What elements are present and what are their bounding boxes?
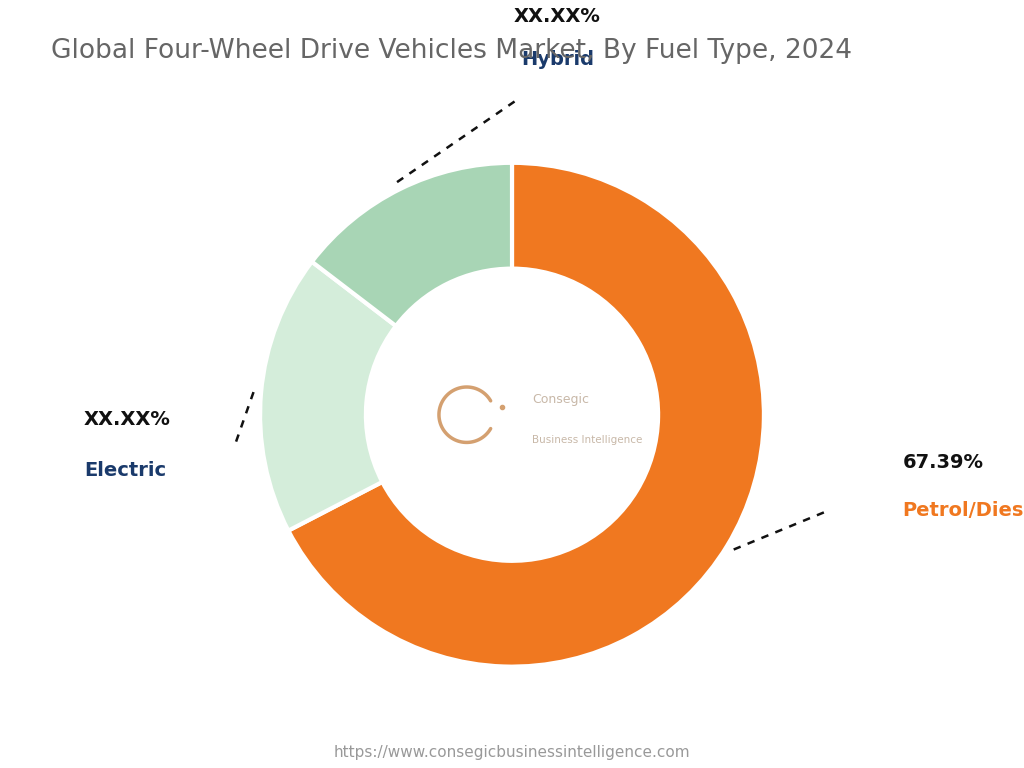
Text: 67.39%: 67.39%	[902, 453, 983, 472]
Text: https://www.consegicbusinessintelligence.com: https://www.consegicbusinessintelligence…	[334, 745, 690, 760]
Wedge shape	[289, 163, 764, 667]
Text: Global Four-Wheel Drive Vehicles Market, By Fuel Type, 2024: Global Four-Wheel Drive Vehicles Market,…	[51, 38, 852, 65]
Text: Business Intelligence: Business Intelligence	[532, 435, 642, 445]
Text: XX.XX%: XX.XX%	[514, 7, 601, 26]
Text: Electric: Electric	[84, 461, 166, 480]
Wedge shape	[260, 262, 396, 531]
Text: XX.XX%: XX.XX%	[84, 410, 171, 429]
Wedge shape	[312, 163, 512, 326]
Text: Consegic: Consegic	[532, 393, 589, 406]
Text: Petrol/Diesel: Petrol/Diesel	[902, 501, 1024, 520]
Text: Hybrid: Hybrid	[521, 50, 594, 69]
